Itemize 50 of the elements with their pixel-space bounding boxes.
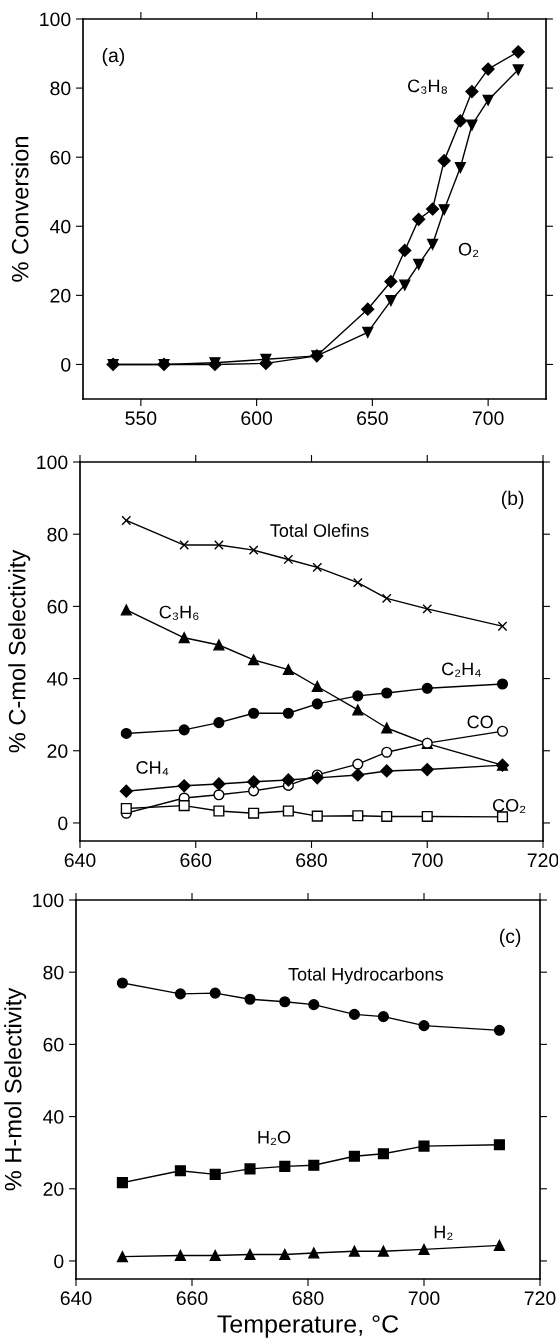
y-tick-label: 60	[50, 150, 71, 165]
y-tick-label: 100	[40, 12, 71, 27]
y-axis-title: % H-mol Selectivity	[4, 987, 27, 1191]
x-tick-label: 660	[176, 1291, 208, 1306]
x-tick-label: 640	[60, 1291, 92, 1306]
x-tick-label: 720	[524, 1291, 556, 1306]
annotation: CH₄	[136, 761, 169, 776]
x-tick-label: 600	[241, 411, 273, 426]
x-tick-label: 550	[125, 411, 157, 426]
text: (b)	[501, 490, 524, 509]
x-tick-label: 720	[527, 853, 558, 868]
x-tick-label: 700	[408, 1291, 440, 1306]
y-tick-label: 20	[43, 1182, 64, 1196]
y-tick-label: 0	[61, 357, 71, 372]
y-tick-label: 0	[58, 816, 68, 831]
y-axis-title: % C-mol Selectivity	[8, 549, 31, 753]
annotation: Total Olefins	[270, 523, 369, 537]
y-tick-label: 40	[50, 219, 71, 234]
x-tick-label: 640	[64, 853, 96, 868]
y-tick-label: 60	[43, 1037, 64, 1052]
x-axis-title: Temperature, °C	[217, 1315, 399, 1338]
x-tick-label: 680	[296, 853, 327, 868]
y-tick-label: 80	[50, 81, 71, 96]
y-tick-label: 60	[47, 599, 68, 614]
annotation: C₃H₈	[408, 79, 447, 94]
y-tick-label: 40	[43, 1110, 64, 1124]
y-tick-label: 20	[47, 744, 68, 758]
x-tick-label: 660	[180, 853, 212, 868]
text: (a)	[102, 47, 125, 67]
annotation: CO	[467, 715, 493, 729]
y-tick-label: 100	[33, 893, 64, 908]
x-tick-label: 650	[357, 411, 388, 426]
annotation: CO₂	[492, 798, 526, 814]
y-tick-label: 80	[43, 965, 64, 980]
x-tick-label: 700	[472, 411, 504, 426]
y-tick-label: 40	[47, 672, 68, 686]
x-tick-label: 680	[292, 1291, 324, 1306]
annotation: H₂	[434, 1225, 453, 1240]
text: (c)	[499, 928, 521, 947]
y-tick-label: 0	[54, 1254, 64, 1269]
x-tick-label: 700	[412, 853, 443, 868]
annotation: Total Hydrocarbons	[288, 967, 443, 985]
annotation: O₂	[458, 242, 479, 258]
y-axis-title: % Conversion	[11, 137, 29, 282]
y-tick-label: 100	[37, 455, 68, 470]
annotation: C₃H₆	[159, 605, 199, 620]
annotation: H₂O	[258, 1130, 291, 1145]
y-tick-label: 20	[50, 288, 71, 303]
annotation: C₂H₄	[442, 662, 481, 677]
y-tick-label: 80	[47, 527, 68, 542]
